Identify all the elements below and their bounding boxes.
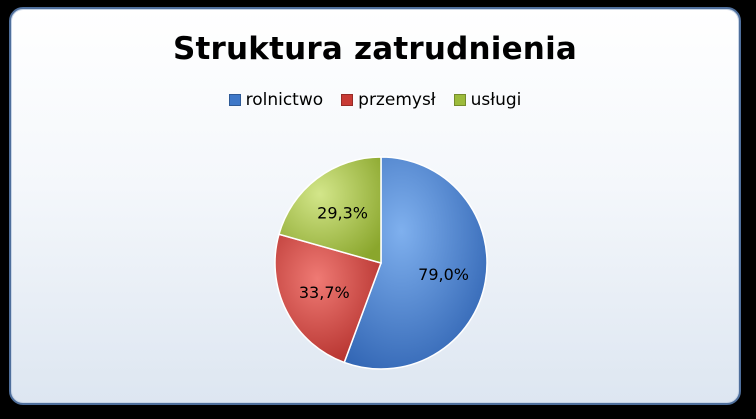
legend-label-rolnictwo: rolnictwo [245,90,324,110]
legend-swatch-uslugi [453,94,466,106]
legend-item-uslugi: usługi [453,90,522,110]
legend-swatch-rolnictwo [228,94,241,106]
pie-slice-rolnictwo [343,156,488,370]
legend-item-rolnictwo: rolnictwo [228,90,324,110]
data-label-przemysl: 33,7% [299,283,350,302]
legend: rolnictwo przemysł usługi [11,90,739,110]
data-label-rolnictwo: 79,0% [418,265,469,284]
pie-slice-uslugi [278,156,382,264]
pie-slice-przemysl [274,233,382,364]
pie-chart: 79,0% 33,7% 29,3% [274,156,488,370]
data-label-uslugi: 29,3% [317,203,368,222]
legend-item-przemysl: przemysł [341,90,436,110]
chart-title: Struktura zatrudnienia [172,31,578,67]
legend-swatch-przemysl [341,94,354,106]
legend-label-uslugi: usługi [470,90,522,110]
legend-label-przemysl: przemysł [358,90,436,110]
chart-area: Struktura zatrudnienia rolnictwo przemys… [9,7,741,405]
